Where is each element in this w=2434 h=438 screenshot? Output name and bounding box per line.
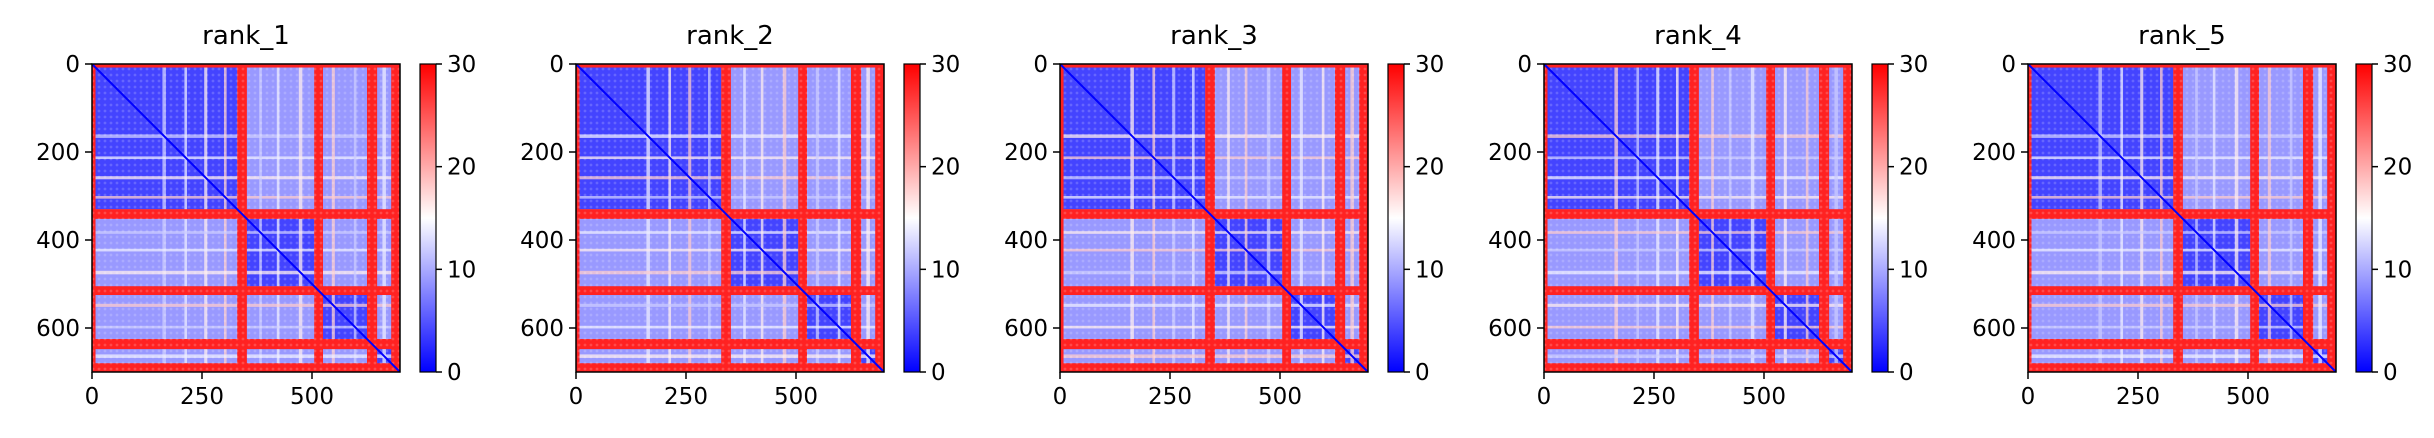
- axes-frame: [1059, 63, 1369, 373]
- colorbar-tick-label: 30: [1415, 52, 1444, 78]
- colorbar: [1387, 63, 1405, 373]
- panel-title: rank_4: [1654, 21, 1742, 51]
- colorbar-tick-label: 20: [447, 155, 476, 181]
- y-tick-label: 600: [1488, 316, 1532, 342]
- colorbar-tick-label: 0: [1415, 360, 1430, 386]
- colorbar-tick-label: 10: [931, 257, 960, 283]
- y-tick-label: 400: [1488, 228, 1532, 254]
- x-tick-label: 250: [1632, 384, 1676, 410]
- panel-title: rank_3: [1170, 21, 1258, 51]
- y-tick-label: 600: [1004, 316, 1048, 342]
- x-tick-label: 0: [2021, 384, 2036, 410]
- heatmap-panel-1: rank_1 0 250 500 0 200 400 600 0 10 20 30: [36, 21, 476, 410]
- colorbar-tick-label: 20: [2383, 155, 2412, 181]
- heatmap-diagonal: [1543, 63, 1853, 373]
- heatmap-panel-2: rank_2 0 250 500 0 200 400 600 0 10 20 30: [520, 21, 960, 410]
- y-tick-label: 200: [1488, 140, 1532, 166]
- colorbar-tick-label: 30: [1899, 52, 1928, 78]
- y-tick-label: 200: [36, 140, 80, 166]
- colorbar-tick-label: 20: [1415, 155, 1444, 181]
- colorbar-tick-label: 30: [931, 52, 960, 78]
- heatmap-diagonal: [575, 63, 885, 373]
- colorbar: [1871, 63, 1889, 373]
- x-tick-label: 0: [1537, 384, 1552, 410]
- colorbar-tick-label: 20: [931, 155, 960, 181]
- x-tick-label: 500: [1258, 384, 1302, 410]
- y-tick-label: 600: [520, 316, 564, 342]
- colorbar-tick-label: 10: [1415, 257, 1444, 283]
- y-tick-label: 600: [36, 316, 80, 342]
- y-tick-label: 200: [1004, 140, 1048, 166]
- axes-frame: [1543, 63, 1853, 373]
- heatmap-panel-3: rank_3 0 250 500 0 200 400 600 0 10 20 30: [1004, 21, 1444, 410]
- x-tick-label: 250: [2116, 384, 2160, 410]
- colorbar-tick-label: 10: [2383, 257, 2412, 283]
- colorbar-tick-label: 0: [2383, 360, 2398, 386]
- y-tick-label: 0: [1033, 52, 1048, 78]
- colorbar-tick-label: 10: [447, 257, 476, 283]
- x-tick-label: 0: [569, 384, 584, 410]
- heatmap-panel-5: rank_5 0 250 500 0 200 400 600 0 10 20 30: [1972, 21, 2412, 410]
- y-tick-label: 200: [520, 140, 564, 166]
- y-tick-label: 400: [36, 228, 80, 254]
- heatmap-diagonal: [1059, 63, 1369, 373]
- y-tick-label: 0: [549, 52, 564, 78]
- panel-title: rank_2: [686, 21, 774, 51]
- y-tick-label: 600: [1972, 316, 2016, 342]
- heatmap-diagonal: [2027, 63, 2337, 373]
- x-tick-label: 500: [2226, 384, 2270, 410]
- colorbar: [2355, 63, 2373, 373]
- x-tick-label: 500: [290, 384, 334, 410]
- y-tick-label: 400: [520, 228, 564, 254]
- colorbar-tick-label: 30: [447, 52, 476, 78]
- heatmap-panel-4: rank_4 0 250 500 0 200 400 600 0 10 20 30: [1488, 21, 1928, 410]
- x-tick-label: 500: [774, 384, 818, 410]
- colorbar: [419, 63, 437, 373]
- y-tick-label: 400: [1972, 228, 2016, 254]
- colorbar-tick-label: 30: [2383, 52, 2412, 78]
- colorbar-tick-label: 10: [1899, 257, 1928, 283]
- colorbar: [903, 63, 921, 373]
- heatmap-diagonal: [91, 63, 401, 373]
- y-tick-label: 200: [1972, 140, 2016, 166]
- panel-title: rank_5: [2138, 21, 2226, 51]
- axes-frame: [91, 63, 401, 373]
- x-tick-label: 0: [85, 384, 100, 410]
- x-tick-label: 250: [180, 384, 224, 410]
- x-tick-label: 250: [664, 384, 708, 410]
- axes-frame: [575, 63, 885, 373]
- y-tick-label: 0: [65, 52, 80, 78]
- colorbar-tick-label: 0: [1899, 360, 1914, 386]
- y-tick-label: 0: [2001, 52, 2016, 78]
- x-tick-label: 250: [1148, 384, 1192, 410]
- colorbar-tick-label: 0: [931, 360, 946, 386]
- x-tick-label: 0: [1053, 384, 1068, 410]
- colorbar-tick-label: 0: [447, 360, 462, 386]
- axes-frame: [2027, 63, 2337, 373]
- panel-title: rank_1: [202, 21, 290, 51]
- y-tick-label: 400: [1004, 228, 1048, 254]
- y-tick-label: 0: [1517, 52, 1532, 78]
- colorbar-tick-label: 20: [1899, 155, 1928, 181]
- x-tick-label: 500: [1742, 384, 1786, 410]
